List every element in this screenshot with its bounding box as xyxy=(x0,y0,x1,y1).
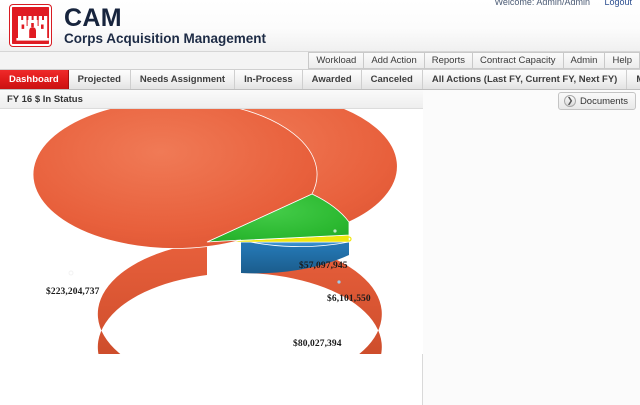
menu-item-reports[interactable]: Reports xyxy=(423,52,472,69)
content-region: FY 16 $ In Status xyxy=(0,90,640,405)
menu-item-workload[interactable]: Workload xyxy=(308,52,364,69)
tab-canceled[interactable]: Canceled xyxy=(361,70,423,89)
tab-dashboard[interactable]: Dashboard xyxy=(0,70,69,89)
pie-chart-svg xyxy=(32,109,398,354)
dashboard-panel: FY 16 $ In Status xyxy=(0,90,423,405)
tab-awarded[interactable]: Awarded xyxy=(302,70,362,89)
pie-label-awarded: $57,097,945 xyxy=(299,261,348,271)
brand-text: CAM Corps Acquisition Management xyxy=(64,5,266,46)
tab-strip: Dashboard Projected Needs Assignment In-… xyxy=(0,69,640,90)
section-title: FY 16 $ In Status xyxy=(0,90,423,109)
brand[interactable]: CAM Corps Acquisition Management xyxy=(10,5,266,47)
tab-needs-assignment[interactable]: Needs Assignment xyxy=(130,70,236,89)
welcome-text: Welcome: Admin/Admin xyxy=(494,0,590,7)
pie-label-needs-assignment: $6,101,550 xyxy=(327,294,371,304)
page-header: Welcome: Admin/Admin Logout xyxy=(0,0,640,52)
documents-tab-label: Documents xyxy=(579,95,628,107)
menu-item-admin[interactable]: Admin xyxy=(562,52,605,69)
documents-tab[interactable]: ❯ Documents xyxy=(557,92,636,110)
logout-link[interactable]: Logout xyxy=(604,0,632,7)
top-menu: Workload Add Action Reports Contract Cap… xyxy=(308,52,640,69)
usace-castle-icon xyxy=(10,5,51,47)
menu-item-contract-capacity[interactable]: Contract Capacity xyxy=(472,52,563,69)
tab-projected[interactable]: Projected xyxy=(68,70,131,89)
tab-in-process[interactable]: In-Process xyxy=(235,70,303,89)
pie-label-projected: $80,027,394 xyxy=(293,339,342,349)
welcome-bar: Welcome: Admin/Admin Logout xyxy=(495,0,632,7)
tab-my-actions[interactable]: My Actions xyxy=(627,70,640,89)
chevron-right-icon: ❯ xyxy=(563,95,576,107)
brand-title: CAM xyxy=(64,4,122,32)
menu-item-add-action[interactable]: Add Action xyxy=(363,52,424,69)
documents-panel: ❯ Documents xyxy=(423,90,640,405)
menu-item-help[interactable]: Help xyxy=(604,52,640,69)
status-pie-chart: $223,204,737 $57,097,945 $6,101,550 $80,… xyxy=(0,109,423,354)
tab-all-actions[interactable]: All Actions (Last FY, Current FY, Next F… xyxy=(422,70,628,89)
pie-label-in-process: $223,204,737 xyxy=(46,287,100,297)
brand-subtitle: Corps Acquisition Management xyxy=(64,31,267,47)
